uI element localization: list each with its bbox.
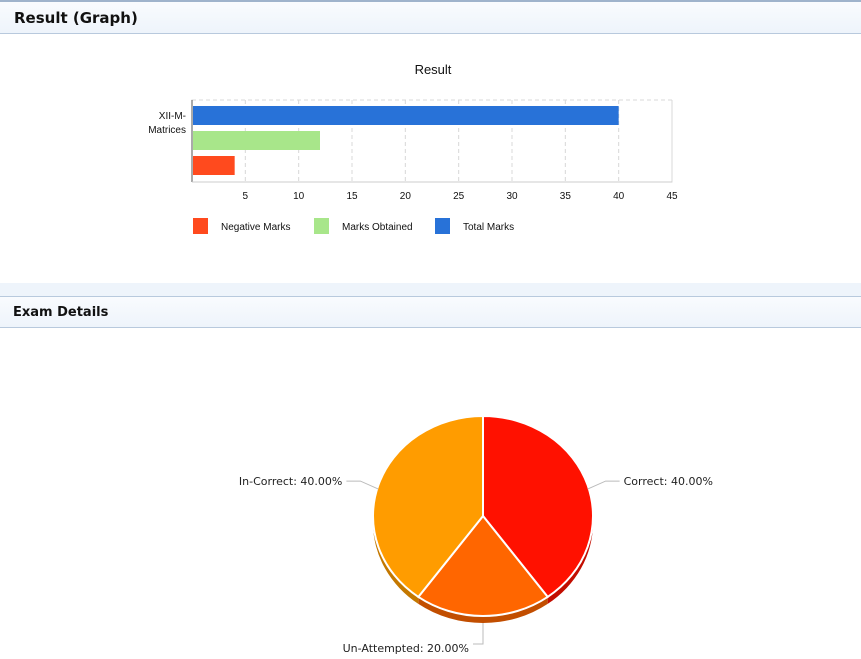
x-tick-label: 40 [613, 191, 625, 202]
x-tick-label: 10 [293, 191, 305, 202]
legend-item-label[interactable]: Negative Marks [221, 222, 290, 233]
bar-marks-obtained[interactable] [193, 131, 320, 150]
x-tick-label: 25 [453, 191, 465, 202]
x-tick-label: 15 [346, 191, 358, 202]
pie-slice-un-attempted[interactable] [416, 514, 550, 617]
x-tick-label: 35 [560, 191, 572, 202]
pie-slice-label: Correct: 40.00% [624, 475, 713, 488]
pie-slice-correct[interactable] [482, 414, 594, 599]
pie-label-leader [473, 623, 484, 645]
x-tick-label: 5 [243, 191, 249, 202]
category-label-line-2: Matrices [148, 125, 186, 136]
legend-swatch [193, 218, 208, 234]
legend-item-label[interactable]: Marks Obtained [342, 222, 413, 233]
result-graph-header: Result (Graph) [0, 0, 861, 34]
legend-item-label[interactable]: Total Marks [463, 222, 514, 233]
legend-swatch [314, 218, 329, 234]
exam-details-title: Exam Details [13, 305, 109, 320]
result-bar-chart: Result XII-M- Matrices 5 10 15 20 25 30 35 40 45… [148, 62, 678, 234]
x-tick-label: 30 [506, 191, 518, 202]
section-divider-band [0, 283, 861, 296]
pie-slice-label: In-Correct: 40.00% [239, 475, 342, 488]
legend-swatch [435, 218, 450, 234]
bar-total-marks[interactable] [193, 106, 619, 125]
x-tick-label: 45 [666, 191, 678, 202]
pie-label-leader [587, 480, 620, 490]
pie-slice-side [418, 596, 548, 623]
pie-slice-side [547, 516, 593, 604]
category-label-line-1: XII-M- [159, 111, 186, 122]
x-tick-label: 20 [400, 191, 412, 202]
pie-slice-label: Un-Attempted: 20.00% [343, 642, 469, 655]
result-graph-title: Result (Graph) [14, 9, 138, 27]
pie-slice-in-correct[interactable] [372, 414, 484, 599]
exam-details-header: Exam Details [0, 296, 861, 328]
pie-label-leader [346, 480, 379, 490]
chart-title: Result [415, 62, 452, 77]
pie-slice-side [372, 516, 419, 604]
bar-negative-marks[interactable] [193, 156, 235, 175]
exam-details-pie-chart: Correct: 40.00% Un-Attempted: 20.00% In-Co… [239, 414, 713, 655]
